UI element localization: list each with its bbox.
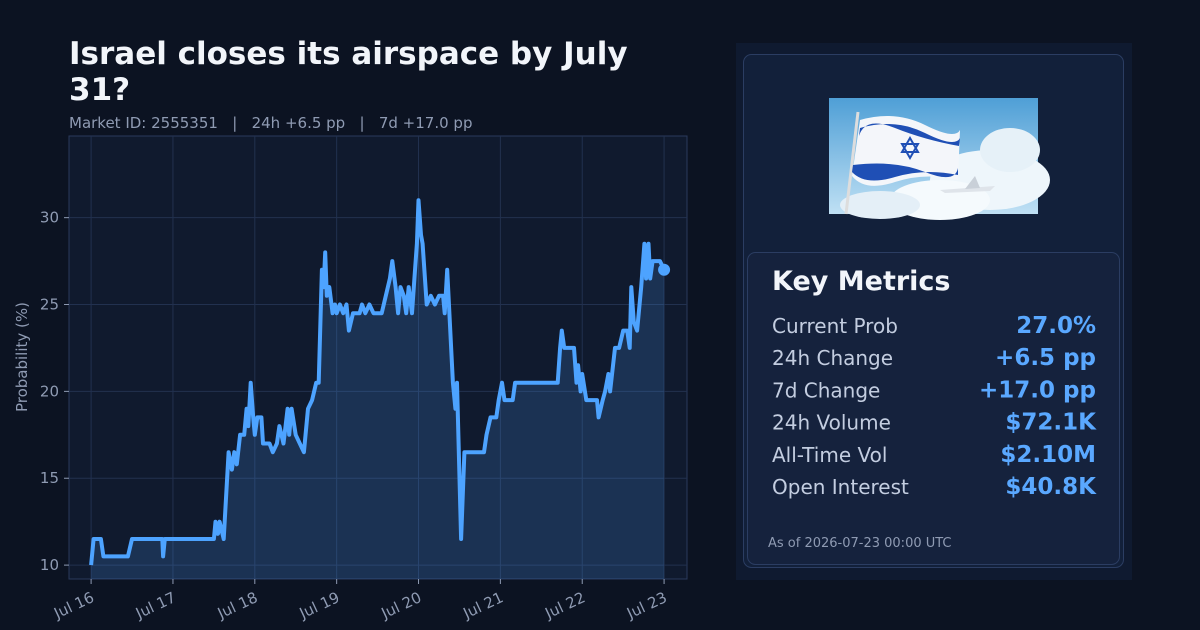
subtitle: Market ID: 2555351 | 24h +6.5 pp | 7d +1… (69, 114, 473, 132)
metric-label: 24h Volume (772, 411, 891, 435)
x-tick-label: Jul 16 (50, 588, 97, 622)
metric-value: $72.1K (1005, 410, 1097, 436)
y-tick-label: 30 (40, 209, 59, 227)
x-tick-label: Jul 23 (623, 588, 670, 622)
plot-area (68, 135, 688, 580)
x-tick-label: Jul 21 (460, 588, 507, 622)
y-tick-label: 20 (40, 382, 59, 400)
metric-value: +6.5 pp (995, 345, 1096, 371)
metric-label: Open Interest (772, 475, 909, 499)
y-tick-label: 10 (40, 556, 59, 574)
metric-value: $2.10M (1000, 442, 1096, 468)
y-tick-label: 15 (40, 469, 59, 487)
area (91, 200, 665, 580)
metrics-heading: Key Metrics (772, 266, 951, 297)
x-tick-label: Jul 19 (296, 588, 343, 622)
metrics-box (747, 252, 1120, 565)
y-axis-label: Probability (%) (13, 302, 31, 412)
x-tick-label: Jul 18 (214, 588, 261, 622)
metric-label: All-Time Vol (772, 443, 887, 467)
metric-value: 27.0% (1016, 313, 1096, 339)
metric-value: +17.0 pp (979, 377, 1096, 403)
x-tick-label: Jul 22 (541, 588, 588, 622)
market-image (829, 98, 1050, 220)
metric-label: 7d Change (772, 378, 880, 402)
end-point (658, 263, 671, 276)
metric-label: Current Prob (772, 314, 898, 338)
footnote: As of 2026-07-23 00:00 UTC (768, 536, 952, 551)
title: Israel closes its airspace by July 31? (69, 36, 628, 108)
metric-value: $40.8K (1005, 474, 1097, 500)
x-tick-label: Jul 20 (378, 588, 425, 622)
line (89, 198, 666, 566)
x-tick-label: Jul 17 (132, 588, 179, 622)
metric-label: 24h Change (772, 346, 893, 370)
y-tick-label: 25 (40, 296, 59, 314)
